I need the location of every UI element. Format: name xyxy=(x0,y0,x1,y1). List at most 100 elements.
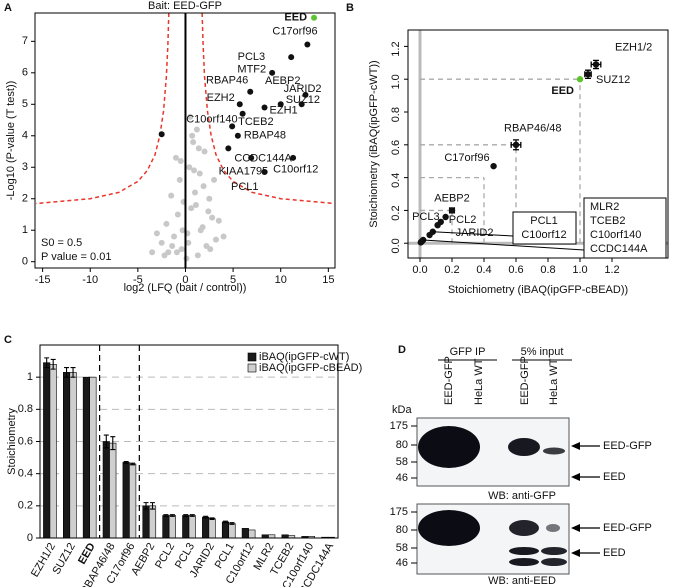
y-tick-label: 0 xyxy=(27,532,33,544)
arrow-head xyxy=(571,442,580,450)
hit-point xyxy=(290,154,297,161)
background-point xyxy=(211,176,218,183)
y-tick-label: 0 xyxy=(22,256,28,268)
blot-caption: WB: anti-GFP xyxy=(488,490,556,502)
y-tick-label: 0.8 xyxy=(390,107,402,122)
background-point xyxy=(186,164,193,171)
x-tick-label: 0.0 xyxy=(412,264,427,276)
lane-label: HeLa WT xyxy=(473,358,485,405)
background-point xyxy=(161,252,168,259)
background-point xyxy=(171,233,178,240)
hit-point xyxy=(311,14,318,21)
point-label: EZH1 xyxy=(270,104,298,116)
box-label: PCL1 xyxy=(530,215,558,227)
bar xyxy=(162,515,170,539)
background-point xyxy=(174,211,181,218)
box-label: C10orf12 xyxy=(521,229,566,241)
y-tick-label: 0.0 xyxy=(390,238,402,253)
background-point xyxy=(178,246,185,253)
background-point xyxy=(201,148,208,155)
background-point xyxy=(168,192,175,199)
bar xyxy=(248,529,256,539)
background-point xyxy=(195,145,202,152)
hit-point xyxy=(239,110,246,117)
box-label: CCDC144A xyxy=(590,243,648,255)
background-point xyxy=(220,233,227,240)
y-tick-label: 0.2 xyxy=(390,205,402,220)
point xyxy=(417,239,424,246)
point-label: C17orf96 xyxy=(272,25,317,37)
blot-band xyxy=(541,547,567,555)
point-label: C10orf140 xyxy=(186,114,237,126)
marker-label: 175 xyxy=(390,420,408,432)
bar xyxy=(69,372,77,539)
error-bar xyxy=(163,514,169,517)
y-tick-label: 0.6 xyxy=(18,435,33,447)
lane-label: EED-GFP xyxy=(519,356,531,405)
annotation: S0 = 0.5 xyxy=(41,237,82,249)
point-label: PCL3 xyxy=(412,211,440,223)
background-point xyxy=(191,167,198,174)
y-tick-label: 0.6 xyxy=(390,140,402,155)
panel-letter: D xyxy=(398,344,406,356)
point-label: SUZ12 xyxy=(596,74,630,86)
bar xyxy=(109,442,117,539)
x-tick-label: 10 xyxy=(275,274,287,286)
bar xyxy=(43,362,51,539)
annotation: P value = 0.01 xyxy=(41,251,111,263)
bar xyxy=(148,505,157,539)
point-label: C10orf12 xyxy=(273,164,318,176)
hit-point xyxy=(225,145,232,152)
lane-label: EED-GFP xyxy=(443,356,455,405)
y-tick-label: 1.0 xyxy=(390,74,402,89)
point-label: PCL1 xyxy=(231,181,259,193)
legend-swatch xyxy=(247,363,257,373)
y-tick-label: 1 xyxy=(27,371,33,383)
error-bar xyxy=(70,366,76,378)
background-point xyxy=(158,239,165,246)
point-label: PCL3 xyxy=(238,51,266,63)
point xyxy=(592,61,600,68)
point-label: KIAA1795 xyxy=(219,166,269,178)
background-point xyxy=(172,154,179,161)
bar xyxy=(102,441,110,539)
x-tick-label: 0.6 xyxy=(508,264,523,276)
background-point xyxy=(192,189,198,196)
bar xyxy=(182,515,190,539)
y-tick-label: 4 xyxy=(22,130,28,142)
legend-label: iBAQ(ipGFP-cBEAD) xyxy=(259,362,362,374)
marker-label: 80 xyxy=(396,524,408,536)
point-label: JARID2 xyxy=(284,83,322,95)
x-axis-label: Stoichiometry (iBAQ(ipGFP-cBEAD)) xyxy=(448,284,628,296)
background-point xyxy=(177,157,184,164)
hit-point xyxy=(269,69,276,76)
x-tick-label: -5 xyxy=(133,274,143,286)
bar xyxy=(168,515,176,539)
error-bar xyxy=(110,436,116,451)
point-label: CCDC144A xyxy=(234,152,292,164)
x-tick-label: 0 xyxy=(182,274,188,286)
error-bar xyxy=(169,514,175,517)
x-tick-label: 0.2 xyxy=(444,264,459,276)
hit-point xyxy=(298,101,305,108)
chart-title: Bait: EED-GFP xyxy=(148,0,222,12)
arrow-label: EED-GFP xyxy=(603,440,652,452)
legend-label: iBAQ(ipGFP-cWT) xyxy=(259,351,349,363)
y-tick-label: 1 xyxy=(22,224,28,236)
background-point xyxy=(200,183,207,190)
bar xyxy=(241,528,249,539)
background-point xyxy=(196,170,203,177)
hit-point xyxy=(158,131,165,138)
error-bar xyxy=(150,502,156,510)
bar xyxy=(208,518,216,539)
background-point xyxy=(197,227,204,234)
y-tick-label: 7 xyxy=(22,35,28,47)
point-label: RBAP46/48 xyxy=(504,123,561,135)
error-bar xyxy=(203,515,209,519)
hit-point xyxy=(288,54,295,61)
background-point xyxy=(188,205,195,212)
legend-swatch xyxy=(247,352,257,362)
marker-label: 175 xyxy=(390,506,408,518)
bar xyxy=(82,376,90,539)
